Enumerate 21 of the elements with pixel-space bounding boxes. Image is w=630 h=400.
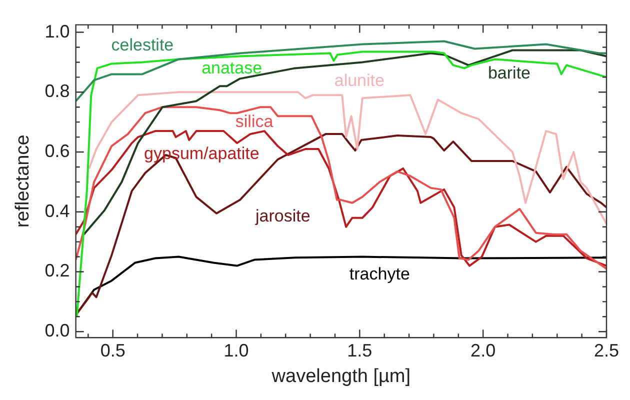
y-axis-title: reflectance <box>12 134 34 228</box>
series-label: silica <box>235 112 274 131</box>
series-label: gypsum/apatite <box>144 144 260 164</box>
x-axis-title: wavelength [µm] <box>270 366 411 387</box>
x-tick-label: 1.0 <box>224 340 249 360</box>
series-label: trachyte <box>349 264 410 284</box>
series-label: anatase <box>202 58 262 78</box>
y-tick-label: 0.8 <box>44 81 70 102</box>
series-label: celestite <box>111 35 174 54</box>
y-tick-label: 1.0 <box>44 21 70 42</box>
series-label: alunite <box>334 71 384 90</box>
x-tick-label: 2.5 <box>594 340 620 360</box>
x-tick-label: 2.0 <box>470 340 496 360</box>
y-tick-label: 0.2 <box>44 260 70 281</box>
y-tick-label: 0.6 <box>44 140 70 161</box>
y-tick-label: 0.0 <box>44 320 70 341</box>
x-tick-label: 1.5 <box>347 340 372 360</box>
x-tick-label: 0.5 <box>100 340 126 360</box>
series-label: jarosite <box>254 206 310 226</box>
y-tick-label: 0.4 <box>44 200 70 221</box>
series-label: barite <box>488 63 531 82</box>
